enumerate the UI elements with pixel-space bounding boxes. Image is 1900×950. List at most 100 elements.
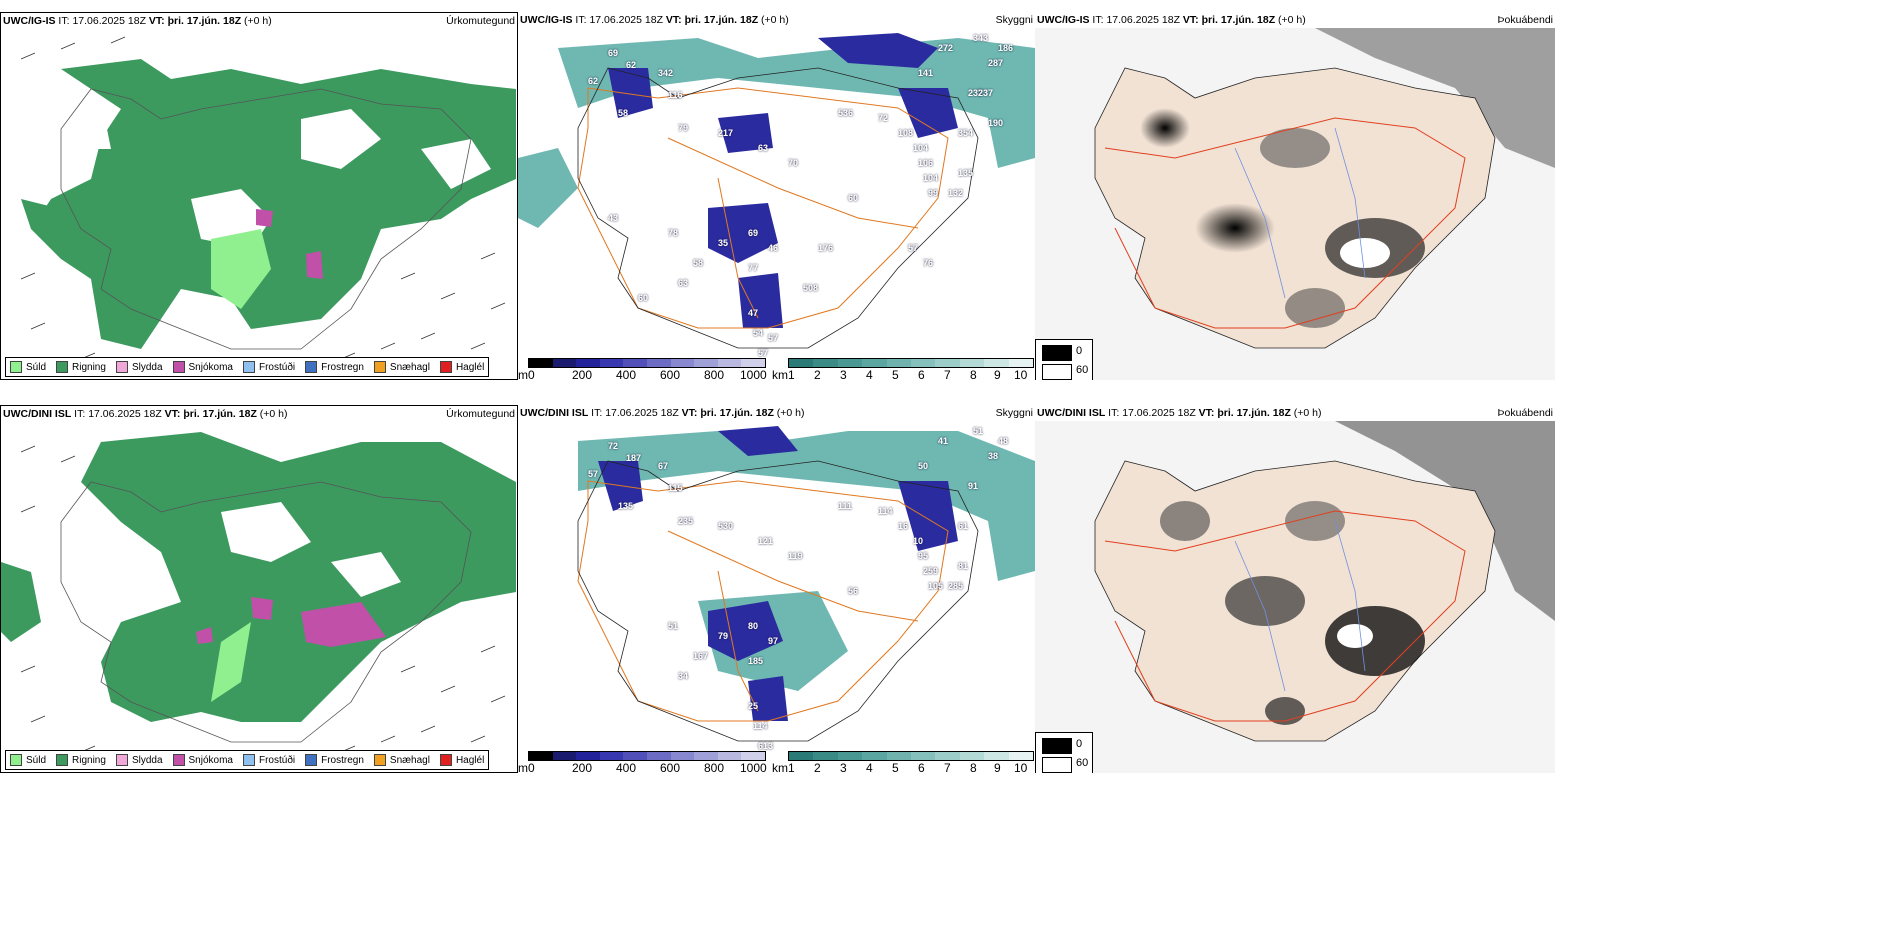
fog-legend-low-swatch [1042, 757, 1072, 773]
panel-header: UWC/IG-IS IT: 17.06.2025 18Z VT: þri. 17… [1037, 14, 1553, 26]
panel-header: UWC/IG-IS IT: 17.06.2025 18Z VT: þri. 17… [520, 14, 1033, 26]
cloud-base-label: 108 [898, 128, 914, 138]
precip-type-legend: Súld Rigning Slydda Snjókoma Frostúði Fr… [5, 357, 490, 377]
legend-item: Slydda [115, 754, 163, 766]
cloud-base-label: 34 [678, 671, 689, 681]
legend-item: Haglél [439, 754, 484, 766]
legend-item: Súld [10, 754, 46, 766]
cloud-base-label: 70 [788, 158, 799, 168]
cloud-base-label: 69 [608, 48, 619, 58]
precip-map [1, 432, 516, 753]
cloud-base-label: 95 [918, 551, 929, 561]
legend-swatch [439, 754, 452, 766]
cloud-base-label: 343 [973, 33, 989, 43]
cloud-base-label: 99 [928, 188, 939, 198]
panel-title: Þokuábendi [1497, 407, 1553, 419]
legend-swatch [242, 754, 255, 766]
cloud-base-label: 63 [758, 143, 769, 153]
cloud-base-label: 272 [938, 43, 954, 53]
cloud-base-label: 114 [753, 721, 768, 731]
panel-header: UWC/DINI ISL IT: 17.06.2025 18Z VT: þri.… [3, 408, 515, 420]
row2-precip-panel: UWC/DINI ISL IT: 17.06.2025 18Z VT: þri.… [0, 405, 518, 773]
cloud-base-label: 43 [608, 213, 619, 223]
legend-item: Slydda [115, 361, 163, 373]
legend-swatch [56, 754, 69, 766]
cloud-base-label: 51 [973, 426, 984, 436]
panel-title: Skyggni [995, 14, 1033, 26]
legend-item: Frostúði [242, 361, 295, 373]
panel-header: UWC/DINI ISL IT: 17.06.2025 18Z VT: þri.… [520, 407, 1033, 419]
legend-swatch [439, 361, 452, 373]
cloud-base-label: 237 [968, 88, 984, 98]
cloud-base-label: 186 [998, 43, 1014, 53]
cloud-base-label: 237 [978, 88, 994, 98]
legend-item: Snæhagl [373, 754, 430, 766]
legend-item: Snæhagl [373, 361, 430, 373]
model-name: UWC/IG-IS [520, 14, 573, 26]
cloud-base-label: 56 [848, 586, 859, 596]
cloud-base-label: 60 [848, 193, 859, 203]
wind-barbs [20, 36, 506, 360]
roads [1104, 117, 1466, 329]
rain-areas [21, 59, 516, 349]
fog-areas [1160, 501, 1425, 725]
model-name: UWC/DINI ISL [520, 407, 589, 419]
cloud-base-label: 285 [948, 581, 964, 591]
legend-swatch [172, 361, 185, 373]
cloud-base-label: 135 [618, 501, 634, 511]
cloud-base-label: 115 [668, 483, 683, 493]
fog-map [1035, 28, 1555, 380]
cloud-base-label: 57 [758, 348, 769, 358]
cloud-base-label: 16 [898, 521, 909, 531]
cloud-base-label: 81 [958, 561, 969, 571]
legend-swatch [10, 754, 22, 766]
cloud-base-label: 10 [913, 536, 924, 546]
cloud-base-label: 287 [988, 58, 1004, 68]
cloud-base-label: 105 [928, 581, 944, 591]
cloud-base-label: 58 [693, 258, 704, 268]
model-name: UWC/IG-IS [3, 15, 56, 27]
cloud-base-label: 190 [988, 118, 1004, 128]
visibility-scale: km 1 2 3 4 5 6 7 8 9 10 [772, 751, 1034, 773]
model-name: UWC/DINI ISL [1037, 407, 1106, 419]
legend-swatch [305, 754, 318, 766]
fog-legend-high-swatch [1042, 345, 1072, 361]
cloud-base-label: 114 [878, 506, 893, 516]
cloud-base-label: 57 [588, 469, 599, 479]
cloud-base-label: 187 [626, 453, 642, 463]
cloud-base-label: 141 [918, 68, 934, 78]
cloud-base-label: 57 [908, 243, 919, 253]
legend-swatch [305, 361, 318, 373]
legend-item: Frostregn [305, 754, 364, 766]
cloud-base-label: 35 [718, 238, 729, 248]
legend-item: Súld [10, 361, 46, 373]
cloud-base-label: 135 [958, 168, 974, 178]
panel-title: Þokuábendi [1497, 14, 1553, 26]
cloud-base-label: 259 [923, 566, 939, 576]
panel-header: UWC/IG-IS IT: 17.06.2025 18Z VT: þri. 17… [3, 15, 515, 27]
fog-legend-high-swatch [1042, 738, 1072, 754]
legend-item: Rigning [56, 754, 106, 766]
legend-swatch [373, 754, 386, 766]
cloud-base-label: 79 [718, 631, 729, 641]
legend-swatch [172, 754, 185, 766]
land [1094, 67, 1496, 349]
legend-item: Haglél [439, 361, 484, 373]
cloud-base-label: 72 [608, 441, 619, 451]
roads [577, 87, 949, 329]
cloud-base-label: 167 [693, 651, 709, 661]
precip-type-legend: Súld Rigning Slydda Snjókoma Frostúði Fr… [5, 750, 490, 770]
precip-map [20, 36, 516, 360]
cloud-base-label: 217 [718, 128, 734, 138]
cloud-base-label: 104 [923, 173, 939, 183]
cloud-base-label: 60 [638, 293, 649, 303]
legend-swatch [10, 361, 22, 373]
cloud-map [518, 33, 1035, 349]
legend-swatch [115, 754, 128, 766]
cloud-map [577, 426, 1035, 742]
rivers [1234, 520, 1366, 692]
cloud-base-label: 46 [768, 243, 779, 253]
cloud-base-label: 176 [818, 243, 834, 253]
cloud-label-layer: 69 62 62 342 116 58 79 217 63 70 536 72 108 104 106 104… [518, 28, 1035, 358]
legend-swatch [56, 361, 69, 373]
